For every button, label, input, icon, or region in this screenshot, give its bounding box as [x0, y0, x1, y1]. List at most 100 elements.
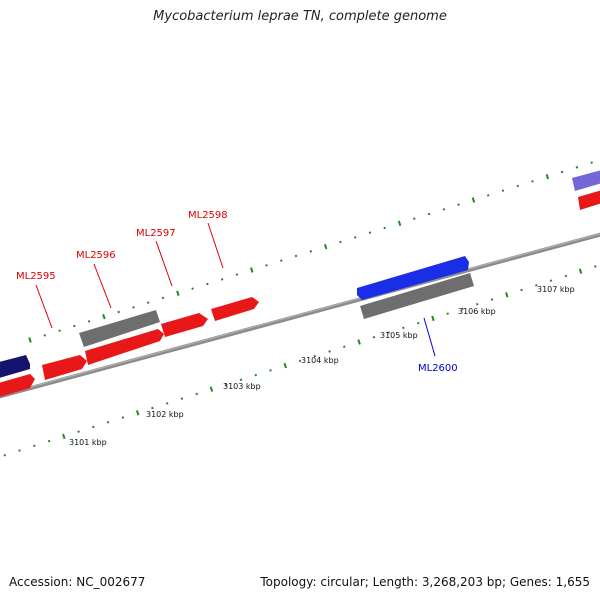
minor-tick — [457, 203, 460, 206]
minor-tick — [195, 392, 198, 396]
minor-tick — [298, 359, 302, 363]
minor-tick — [151, 406, 154, 410]
scale-label-3107: 3107 kbp — [537, 285, 575, 294]
accession-text: Accession: NC_002677 — [9, 575, 146, 589]
major-tick — [357, 339, 361, 345]
minor-tick — [564, 274, 568, 278]
minor-tick — [77, 430, 80, 433]
minor-tick — [383, 226, 386, 230]
callout-ml2596 — [93, 263, 112, 309]
minor-tick — [161, 296, 165, 300]
pseudogene-bar-2 — [360, 273, 474, 319]
gene-label-ml2596[interactable]: ML2596 — [76, 250, 116, 261]
minor-tick — [121, 416, 125, 419]
tick-marks — [3, 161, 597, 457]
minor-tick — [520, 288, 523, 292]
major-tick — [397, 220, 402, 226]
major-tick — [62, 433, 66, 440]
minor-tick — [58, 329, 61, 332]
minor-tick — [339, 240, 342, 244]
minor-tick — [575, 166, 579, 169]
minor-tick — [368, 231, 372, 234]
navy-feature — [0, 355, 30, 378]
map-title: Mycobacterium leprae TN, complete genome — [153, 9, 447, 24]
minor-tick — [594, 265, 597, 268]
gene-arrow-ml2596 — [85, 329, 164, 365]
gene-label-ml2595[interactable]: ML2595 — [16, 271, 56, 282]
minor-tick — [486, 194, 490, 197]
minor-tick — [235, 273, 239, 276]
minor-tick — [87, 320, 91, 323]
gene-arrow-ml2594 — [0, 374, 35, 397]
minor-tick — [490, 298, 494, 301]
minor-tick — [535, 284, 538, 287]
major-tick — [283, 362, 287, 369]
major-tick — [135, 410, 140, 416]
minor-tick — [106, 420, 110, 424]
minor-tick — [560, 170, 564, 174]
minor-tick — [43, 334, 47, 337]
minor-tick — [191, 287, 194, 290]
minor-tick — [180, 397, 184, 400]
minor-tick — [132, 306, 135, 309]
major-tick — [505, 292, 509, 298]
major-tick — [545, 173, 550, 180]
minor-tick — [549, 279, 553, 282]
major-tick — [323, 243, 328, 250]
callout-ml2600 — [423, 317, 436, 357]
minor-tick — [328, 350, 331, 353]
minor-tick — [402, 326, 405, 330]
minor-tick — [313, 354, 317, 358]
minor-tick — [206, 282, 209, 286]
scale-label-3104: 3104 kbp — [301, 356, 339, 365]
minor-tick — [224, 383, 228, 386]
minor-tick — [220, 278, 224, 281]
minor-tick — [413, 217, 416, 220]
gene-arrow-edge-right — [578, 190, 600, 210]
major-tick — [209, 386, 214, 392]
major-tick — [250, 267, 254, 273]
minor-tick — [239, 378, 243, 382]
minor-tick — [33, 444, 36, 448]
minor-tick — [427, 212, 431, 216]
genome-summary-text: Topology: circular; Length: 3,268,203 bp… — [260, 575, 590, 589]
minor-tick — [461, 307, 464, 311]
major-tick — [176, 290, 180, 296]
minor-tick — [92, 425, 95, 429]
minor-tick — [475, 302, 479, 306]
callout-ml2598 — [207, 222, 224, 269]
minor-tick — [446, 312, 449, 315]
gene-label-ml2597[interactable]: ML2597 — [136, 228, 176, 239]
minor-tick — [117, 310, 120, 314]
minor-tick — [387, 331, 390, 334]
scale-label-3102: 3102 kbp — [146, 410, 184, 419]
major-tick — [471, 197, 476, 203]
minor-tick — [47, 439, 51, 443]
minor-tick — [353, 236, 357, 239]
minor-tick — [280, 259, 283, 262]
gene-label-ml2600[interactable]: ML2600 — [418, 363, 458, 374]
minor-tick — [3, 453, 7, 457]
genome-backbone — [0, 232, 600, 399]
genome-backbone-highlight — [0, 233, 600, 396]
pseudogene-bar-1 — [79, 310, 160, 347]
gene-arrow-ml2600 — [357, 256, 469, 300]
minor-tick — [416, 321, 420, 325]
purple-feature — [572, 170, 600, 191]
scale-label-3105: 3105 kbp — [380, 331, 418, 340]
major-tick — [431, 315, 435, 322]
minor-tick — [165, 402, 169, 405]
gene-label-ml2598[interactable]: ML2598 — [188, 210, 228, 221]
gene-arrow-ml2598 — [211, 297, 259, 321]
minor-tick — [294, 254, 298, 258]
scale-label-3103: 3103 kbp — [223, 382, 261, 391]
major-tick — [28, 337, 32, 343]
callout-ml2595 — [35, 284, 53, 329]
callout-ml2597 — [155, 240, 173, 287]
minor-tick — [590, 161, 593, 164]
minor-tick — [372, 335, 376, 339]
gene-arrow-ml2597 — [161, 313, 208, 337]
minor-tick — [531, 180, 534, 183]
minor-tick — [269, 369, 272, 372]
